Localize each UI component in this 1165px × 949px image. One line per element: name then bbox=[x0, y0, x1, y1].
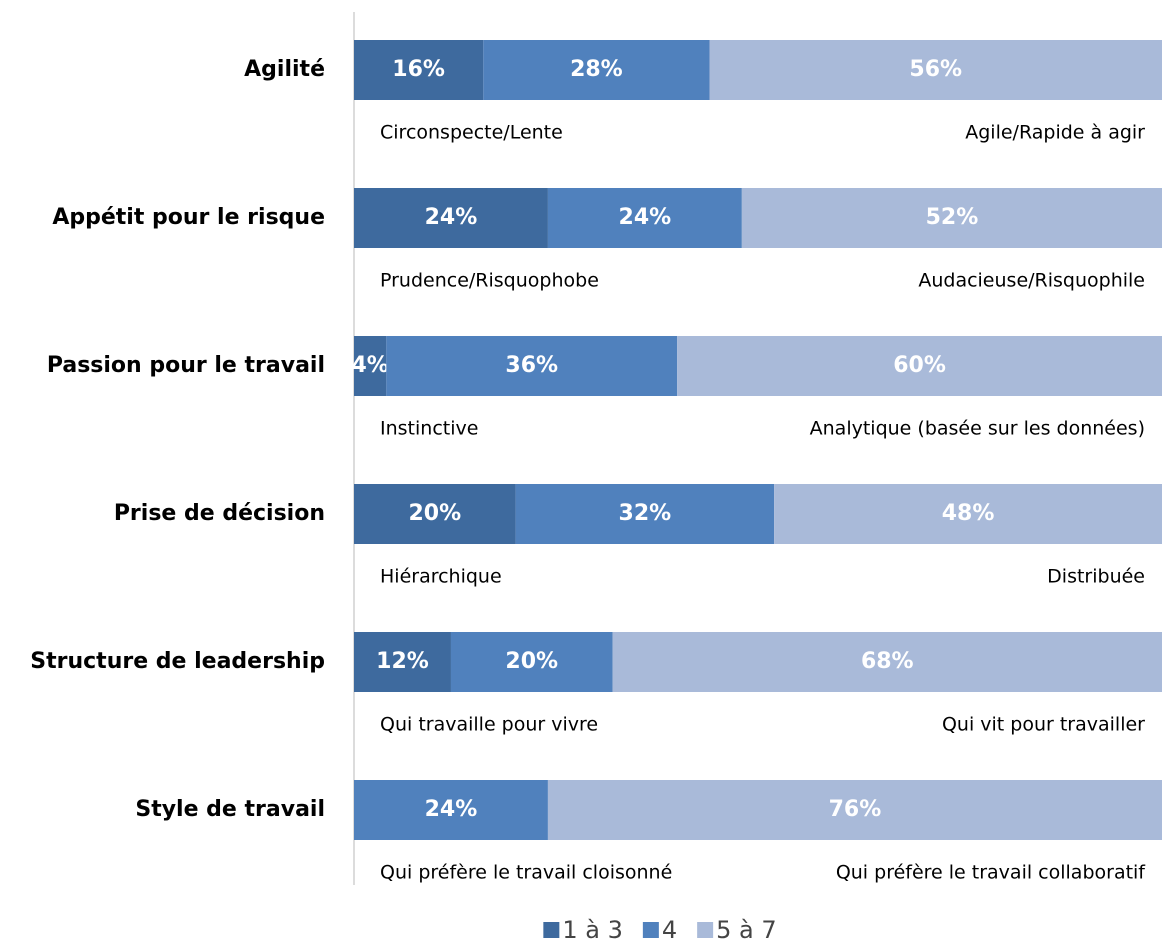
data-label: 20% bbox=[408, 501, 461, 526]
bar-segment bbox=[386, 336, 678, 396]
bar-segment bbox=[354, 188, 548, 248]
data-label: 28% bbox=[570, 57, 623, 82]
bar-segment bbox=[515, 484, 775, 544]
legend-label: 5 à 7 bbox=[716, 916, 777, 944]
bar-segment bbox=[774, 484, 1162, 544]
bar-segment bbox=[450, 632, 613, 692]
data-label: 52% bbox=[926, 205, 979, 230]
legend-swatch bbox=[697, 922, 714, 938]
bar-segment bbox=[354, 40, 484, 100]
category-label: Structure de leadership bbox=[30, 649, 325, 674]
data-label: 56% bbox=[909, 57, 962, 82]
low-pole-label: Instinctive bbox=[380, 418, 478, 440]
category-label: Appétit pour le risque bbox=[52, 205, 325, 230]
data-label: 32% bbox=[619, 501, 672, 526]
low-pole-label: Qui préfère le travail cloisonné bbox=[380, 862, 672, 884]
legend-label: 4 bbox=[662, 916, 677, 944]
low-pole-label: Hiérarchique bbox=[380, 566, 502, 588]
bar-segment bbox=[547, 780, 1162, 840]
bar-segment bbox=[547, 188, 742, 248]
bar-segment bbox=[354, 484, 516, 544]
category-label: Agilité bbox=[244, 57, 325, 82]
data-label: 24% bbox=[425, 205, 478, 230]
bar-segment bbox=[677, 336, 1162, 396]
data-label: 16% bbox=[392, 57, 445, 82]
low-pole-label: Circonspecte/Lente bbox=[380, 122, 563, 144]
data-label: 76% bbox=[829, 797, 882, 822]
data-label: 24% bbox=[425, 797, 478, 822]
high-pole-label: Qui préfère le travail collaboratif bbox=[836, 862, 1146, 884]
low-pole-label: Qui travaille pour vivre bbox=[380, 714, 598, 736]
data-label: 12% bbox=[376, 649, 429, 674]
high-pole-label: Audacieuse/Risquophile bbox=[918, 270, 1145, 292]
data-label: 60% bbox=[893, 353, 946, 378]
category-label: Passion pour le travail bbox=[47, 353, 325, 378]
data-label: 68% bbox=[861, 649, 914, 674]
high-pole-label: Analytique (basée sur les données) bbox=[810, 418, 1145, 440]
bar-segment bbox=[483, 40, 710, 100]
data-label: 4% bbox=[351, 353, 388, 378]
bar-segment bbox=[709, 40, 1162, 100]
bar-segment bbox=[741, 188, 1162, 248]
category-label: Style de travail bbox=[135, 797, 325, 822]
data-label: 36% bbox=[505, 353, 558, 378]
data-label: 48% bbox=[942, 501, 995, 526]
high-pole-label: Distribuée bbox=[1047, 566, 1145, 588]
legend-swatch bbox=[543, 922, 560, 938]
low-pole-label: Prudence/Risquophobe bbox=[380, 270, 599, 292]
high-pole-label: Agile/Rapide à agir bbox=[965, 122, 1145, 144]
bar-segment bbox=[612, 632, 1162, 692]
high-pole-label: Qui vit pour travailler bbox=[942, 714, 1145, 736]
legend-swatch bbox=[642, 922, 659, 938]
bar-segment bbox=[354, 336, 387, 396]
bar-segment bbox=[354, 780, 548, 840]
data-label: 20% bbox=[505, 649, 558, 674]
bar-segment bbox=[354, 632, 451, 692]
category-label: Prise de décision bbox=[114, 501, 325, 526]
data-label: 24% bbox=[619, 205, 672, 230]
legend-label: 1 à 3 bbox=[562, 916, 623, 944]
